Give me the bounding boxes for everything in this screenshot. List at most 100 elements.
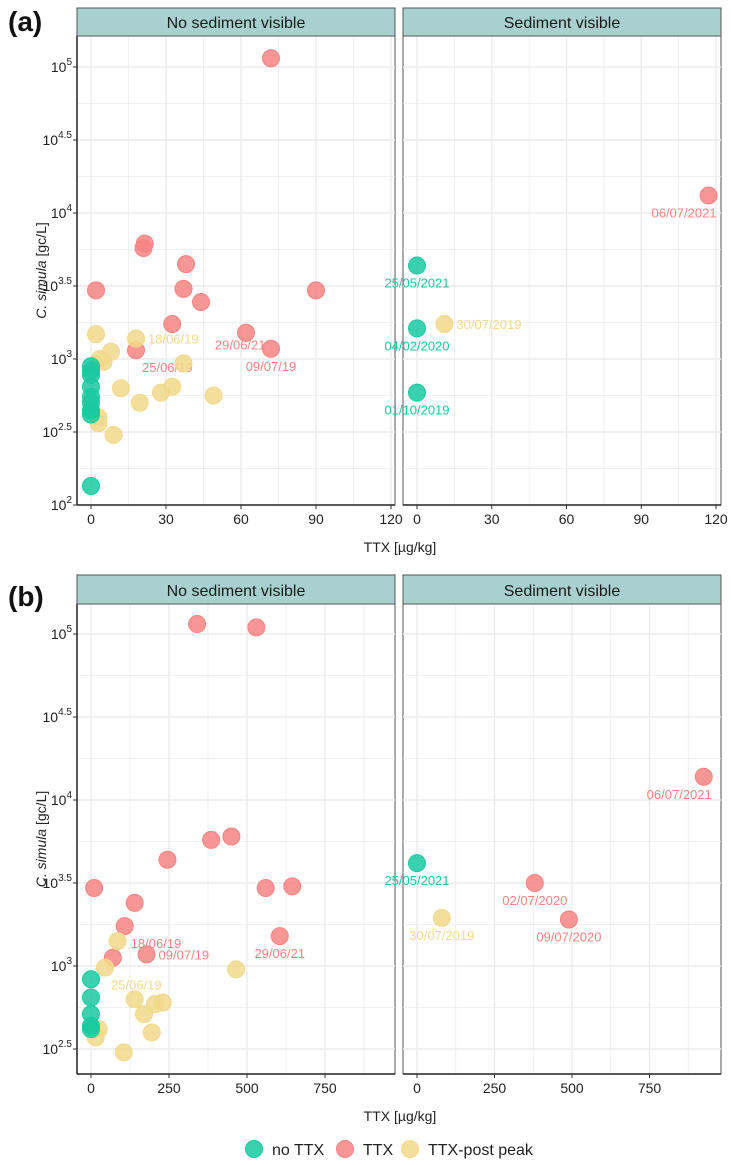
data-point: [432, 908, 451, 927]
y-tick-exponent: 4: [66, 203, 72, 214]
y-tick-base: 10: [51, 792, 67, 808]
facet-sediment: Sediment visible 0 30 60 90 120 06/07/2021 25/0…: [384, 7, 728, 527]
data-point-label: 25/05/2021: [384, 276, 449, 291]
y-tick-label: 103.5: [43, 276, 73, 294]
y-tick-label: 103.5: [43, 873, 73, 891]
data-point: [227, 960, 246, 979]
y-tick-exponent: 2: [66, 495, 72, 506]
data-point: [115, 917, 134, 936]
data-point: [525, 874, 544, 892]
y-tick-label: 102.5: [43, 1039, 73, 1057]
y-axis-title-unit: [gc/L]: [33, 791, 49, 829]
data-point: [408, 256, 426, 275]
y-tick-base: 10: [43, 424, 59, 440]
facet-title: Sediment visible: [504, 15, 621, 32]
x-tick-label: 90: [633, 511, 649, 527]
y-tick-exponent: 3.5: [58, 276, 72, 287]
data-point-label: 29/06/21: [215, 337, 266, 352]
data-point: [152, 383, 170, 402]
panel-label: (a): [8, 6, 42, 37]
data-point: [104, 425, 123, 444]
data-point: [87, 325, 105, 344]
x-tick-label: 90: [308, 511, 324, 527]
data-point: [135, 1005, 154, 1024]
data-point-label: 30/07/2019: [456, 317, 521, 332]
y-tick-base: 10: [43, 132, 59, 148]
legend-label: no TTX: [272, 1142, 325, 1159]
data-point-label: 29/06/21: [254, 946, 305, 961]
data-point: [85, 878, 104, 897]
x-tick-label: 250: [157, 1080, 181, 1096]
data-point: [137, 945, 156, 964]
y-tick-base: 10: [43, 278, 59, 294]
x-tick-label: 0: [413, 511, 421, 527]
data-point: [408, 319, 426, 338]
y-tick-label: 105: [51, 57, 73, 75]
data-point-label: 04/02/2020: [384, 338, 449, 353]
y-tick-base: 10: [43, 875, 59, 891]
plot-area: [76, 35, 396, 506]
x-tick-label: 500: [235, 1080, 259, 1096]
x-tick-label: 30: [484, 511, 500, 527]
data-point: [82, 970, 100, 989]
data-point-label: 25/06/19: [111, 978, 162, 993]
data-point: [130, 393, 149, 412]
chart-panel-b: (b)C. simula [gc/L]102.5103103.5104104.5…: [8, 574, 722, 1124]
x-tick-label: 30: [158, 511, 174, 527]
data-point: [694, 767, 713, 786]
y-tick-label: 102: [51, 495, 73, 513]
legend-label: TTX-post peak: [428, 1142, 534, 1159]
x-axis-title: TTX [µg/kg]: [364, 1108, 437, 1124]
data-point: [177, 255, 195, 274]
x-tick-label: 120: [704, 511, 728, 527]
y-tick-base: 10: [51, 205, 67, 221]
data-point: [87, 281, 105, 300]
data-point: [163, 314, 182, 333]
data-point: [192, 293, 210, 312]
data-point: [125, 990, 144, 1009]
chart-panel-a: (a)C. simula [gc/L]102102.5103103.510410…: [8, 6, 728, 555]
data-point: [153, 993, 172, 1012]
data-point-label: 30/07/2019: [409, 928, 474, 943]
y-tick-base: 10: [51, 59, 67, 75]
plot-area: [402, 35, 722, 506]
facet-strip: [76, 7, 396, 37]
y-tick-exponent: 2.5: [58, 1039, 72, 1050]
data-point: [112, 379, 130, 398]
data-point: [108, 932, 127, 951]
data-point: [127, 329, 145, 348]
y-tick-exponent: 3: [66, 349, 72, 360]
y-tick-base: 10: [51, 958, 67, 974]
panel-label: (b): [8, 581, 44, 612]
y-tick-exponent: 3: [66, 956, 72, 967]
y-axis-title: C. simula [gc/L]: [33, 222, 49, 319]
data-point: [158, 850, 177, 869]
data-point: [134, 239, 153, 258]
legend-key-no-ttx: [245, 1140, 263, 1158]
y-axis-title-species: C. simula: [33, 829, 49, 888]
data-point: [237, 323, 255, 342]
y-tick-label: 104: [51, 790, 73, 808]
data-point-label: 06/07/2021: [651, 205, 716, 220]
data-point-label: 01/10/2019: [384, 403, 449, 418]
x-tick-label: 60: [233, 511, 249, 527]
y-tick-label: 104: [51, 203, 73, 221]
legend-label: TTX: [363, 1142, 394, 1159]
facet-title: No sediment visible: [167, 15, 306, 32]
data-point: [307, 281, 325, 300]
facet-title: No sediment visible: [167, 583, 306, 600]
data-point: [82, 1020, 100, 1039]
x-tick-label: 60: [559, 511, 575, 527]
data-point-label: 18/06/19: [148, 332, 199, 347]
data-point-label: 09/07/2020: [536, 930, 601, 945]
data-point: [699, 186, 718, 205]
x-tick-label: 750: [313, 1080, 337, 1096]
y-axis-title-unit: [gc/L]: [33, 222, 49, 260]
data-point: [125, 893, 144, 912]
plot-area: [402, 603, 722, 1075]
y-tick-base: 10: [51, 351, 67, 367]
x-tick-label: 0: [87, 1080, 95, 1096]
x-tick-label: 0: [413, 1080, 421, 1096]
